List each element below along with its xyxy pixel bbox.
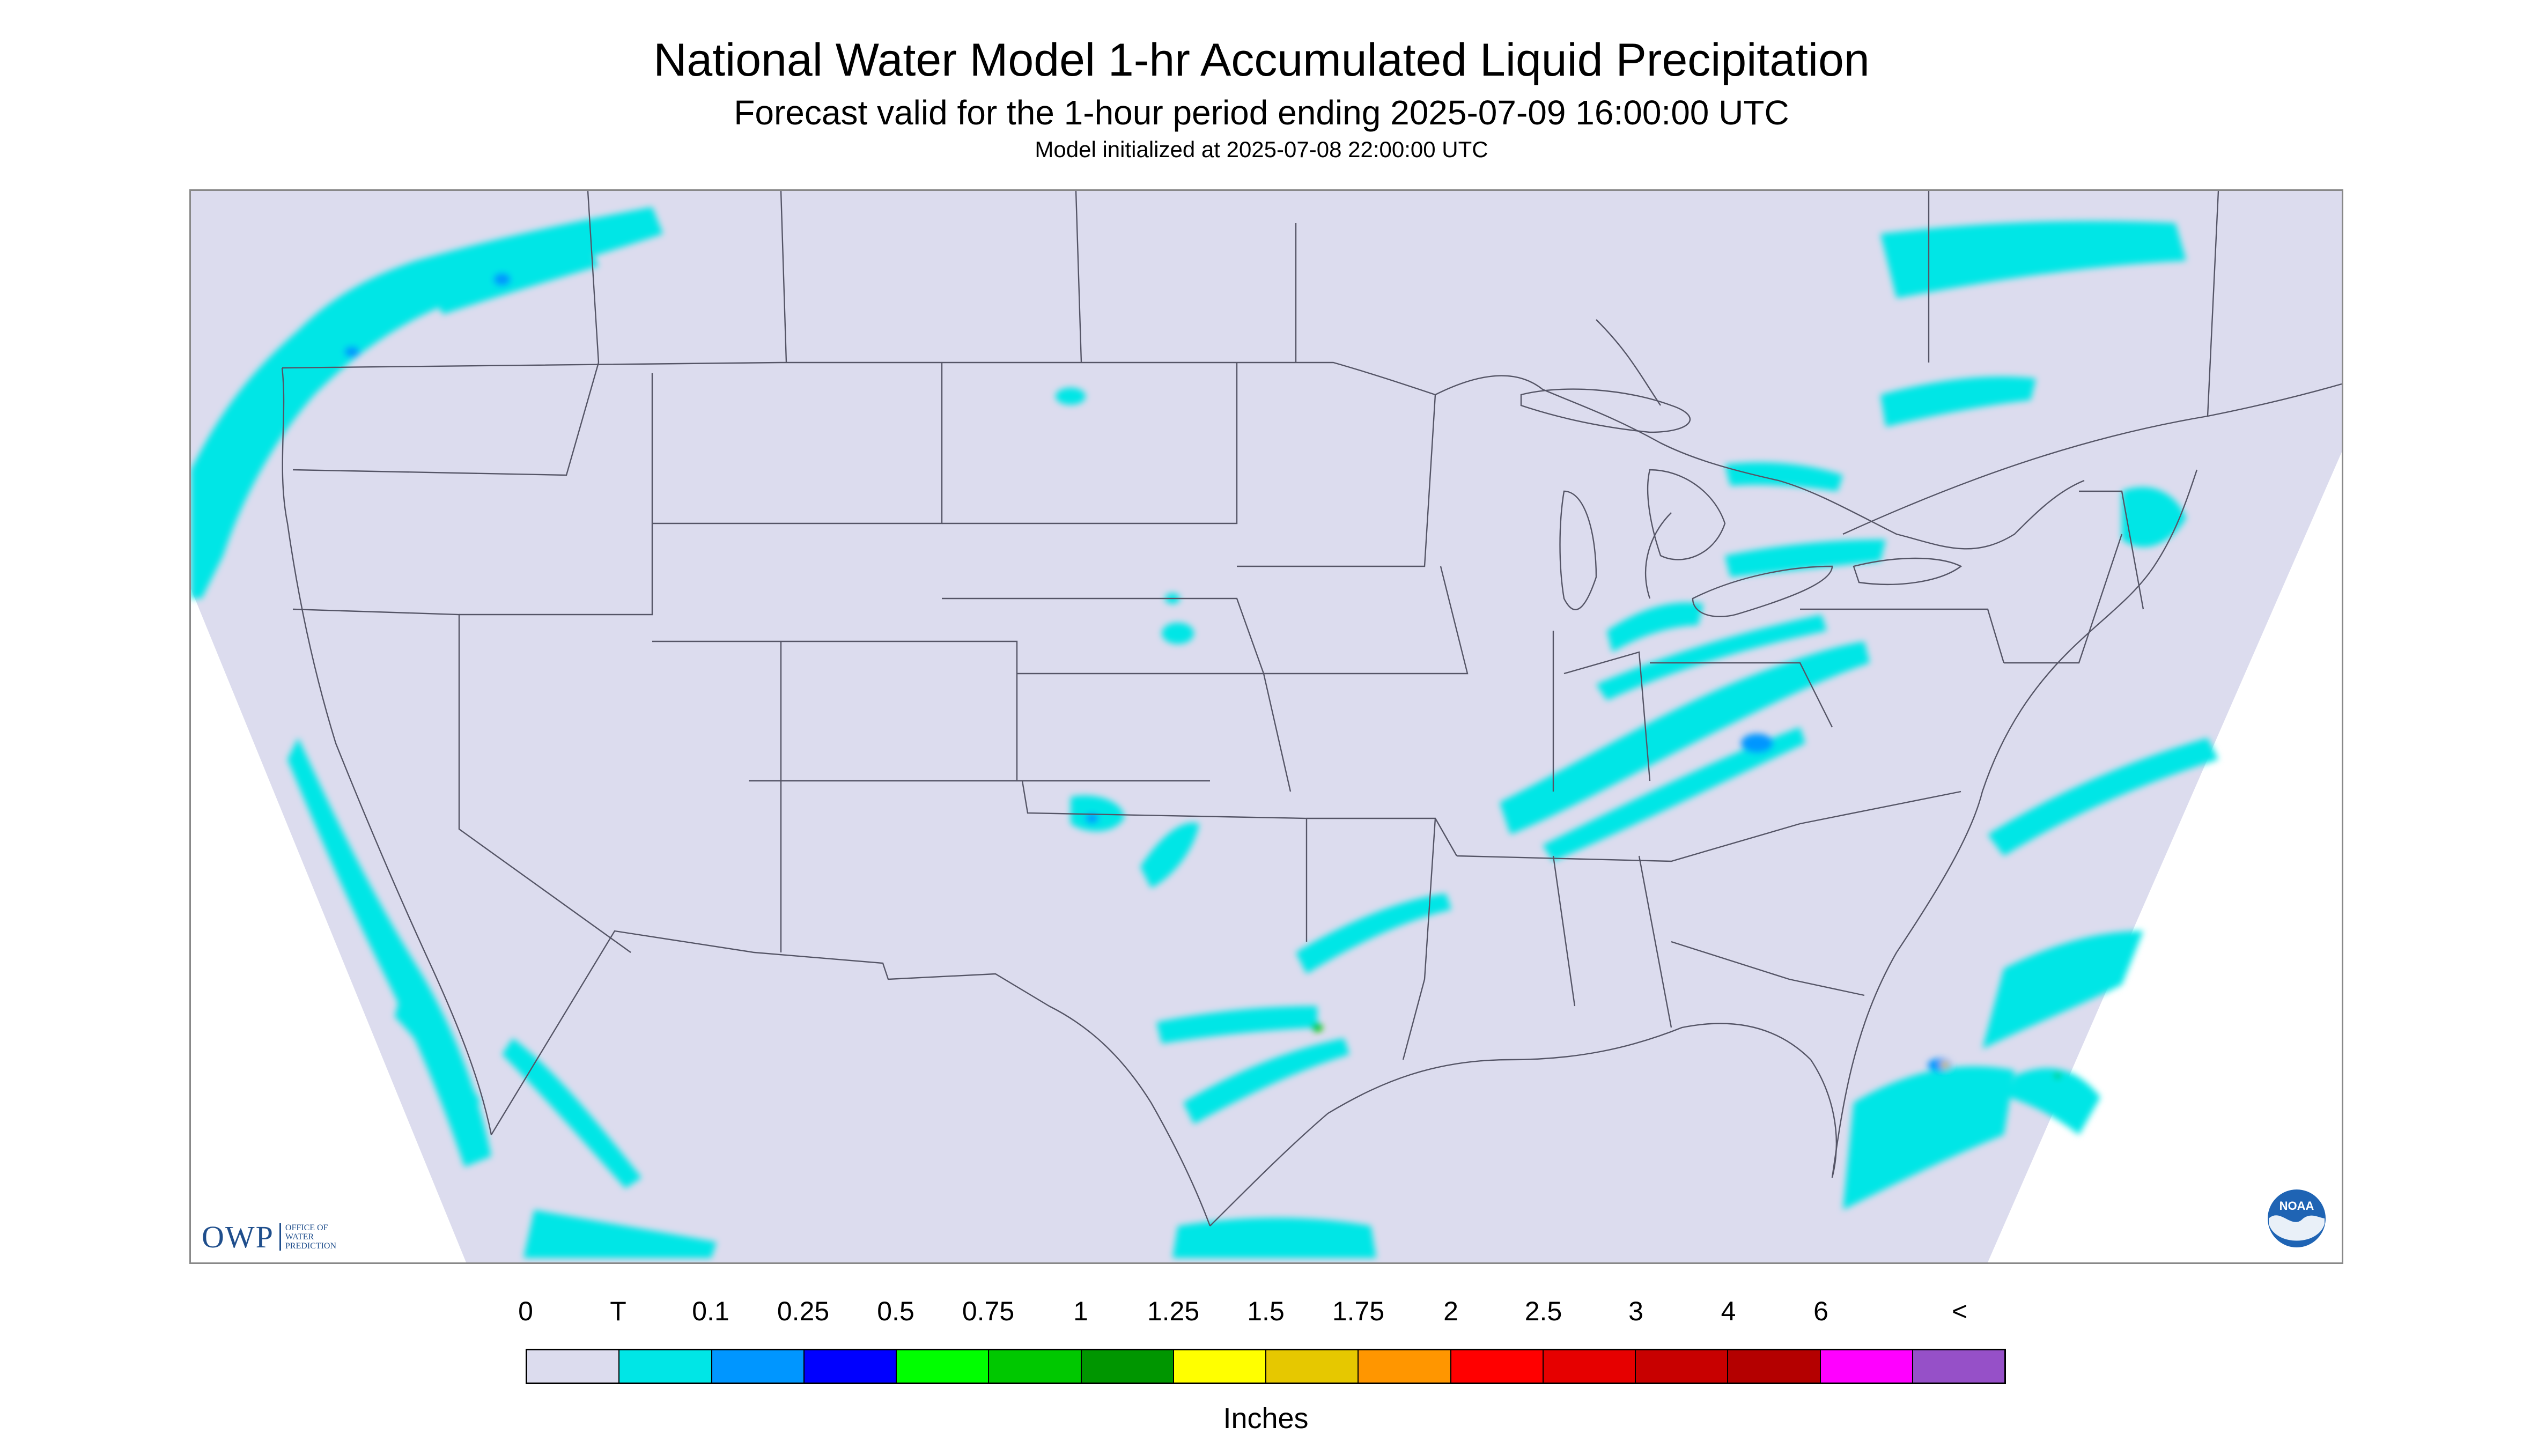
legend-label: < bbox=[1952, 1296, 1968, 1326]
legend-label: 4 bbox=[1721, 1296, 1736, 1326]
legend-swatch bbox=[1913, 1350, 2004, 1383]
canada-boundaries bbox=[587, 191, 2342, 535]
legend-label: T bbox=[610, 1296, 626, 1326]
owp-logo: OWP OFFICE OF WATER PREDICTION bbox=[202, 1219, 336, 1255]
owp-logo-mark: OWP bbox=[202, 1220, 274, 1254]
precipitation-map: OWP OFFICE OF WATER PREDICTION NOAA bbox=[189, 189, 2343, 1264]
legend-label: 0 bbox=[518, 1296, 533, 1326]
legend-label: 0.1 bbox=[692, 1296, 729, 1326]
legend-swatch bbox=[1174, 1350, 1266, 1383]
legend-label: 1.75 bbox=[1332, 1296, 1385, 1326]
legend-label: 1.5 bbox=[1247, 1296, 1285, 1326]
legend-swatch bbox=[619, 1350, 712, 1383]
legend-label: 2.5 bbox=[1524, 1296, 1562, 1326]
precipitation-field bbox=[191, 207, 2218, 1258]
state-boundaries bbox=[281, 361, 2198, 1226]
legend-swatch bbox=[804, 1350, 897, 1383]
legend-label: 2 bbox=[1443, 1296, 1458, 1326]
legend-label: 0.5 bbox=[877, 1296, 914, 1326]
noaa-logo-icon: NOAA bbox=[2266, 1187, 2328, 1250]
legend-swatch bbox=[1728, 1350, 1821, 1383]
owp-logo-text: OFFICE OF WATER PREDICTION bbox=[279, 1223, 336, 1251]
model-domain bbox=[191, 191, 2342, 1262]
map-title: National Water Model 1-hr Accumulated Li… bbox=[653, 34, 1870, 86]
legend-label: 0.75 bbox=[962, 1296, 1015, 1326]
legend-swatch bbox=[1543, 1350, 1636, 1383]
legend-swatch bbox=[897, 1350, 990, 1383]
map-subtitle: Forecast valid for the 1-hour period end… bbox=[734, 93, 1789, 132]
legend-swatch bbox=[1820, 1350, 1913, 1383]
svg-text:NOAA: NOAA bbox=[2279, 1199, 2314, 1213]
color-legend: 0 T 0.1 0.25 0.5 0.75 1 1.25 1.5 1.75 2 2.5 3 4 6 < Inc… bbox=[518, 1295, 2006, 1456]
legend-label: 6 bbox=[1813, 1296, 1828, 1326]
legend-units: Inches bbox=[1223, 1402, 1309, 1435]
legend-swatch bbox=[1266, 1350, 1359, 1383]
legend-swatch bbox=[1636, 1350, 1729, 1383]
legend-color-bar bbox=[526, 1349, 2006, 1384]
model-init-text: Model initialized at 2025-07-08 22:00:00… bbox=[1035, 137, 1488, 162]
legend-label: 3 bbox=[1628, 1296, 1643, 1326]
legend-swatch bbox=[527, 1350, 620, 1383]
legend-label: 1 bbox=[1073, 1296, 1088, 1326]
legend-label: 1.25 bbox=[1147, 1296, 1200, 1326]
great-lakes bbox=[1520, 388, 1963, 617]
legend-swatch bbox=[1451, 1350, 1544, 1383]
legend-swatch bbox=[1359, 1350, 1451, 1383]
map-canvas bbox=[191, 191, 2342, 1262]
legend-swatch bbox=[989, 1350, 1082, 1383]
legend-swatch bbox=[1081, 1350, 1174, 1383]
legend-swatch bbox=[712, 1350, 805, 1383]
legend-label: 0.25 bbox=[777, 1296, 830, 1326]
